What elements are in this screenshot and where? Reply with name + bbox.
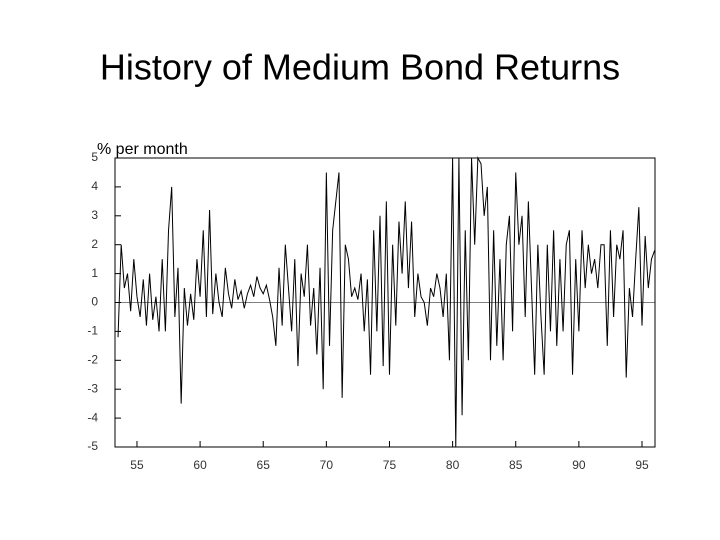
y-tick-label: -3 <box>87 381 98 395</box>
y-tick-label: 0 <box>91 295 98 309</box>
return-line <box>117 156 656 448</box>
x-tick-label: 80 <box>446 458 460 472</box>
y-axis-unit: % per month <box>97 141 188 158</box>
y-tick-label: 4 <box>91 179 98 193</box>
x-tick-label: 70 <box>320 458 334 472</box>
x-tick-label: 75 <box>383 458 397 472</box>
y-tick-label: -5 <box>87 439 98 453</box>
y-tick-label: -4 <box>87 410 98 424</box>
y-tick-label: 3 <box>91 208 98 222</box>
x-tick-label: 90 <box>572 458 586 472</box>
y-tick-label: -1 <box>87 324 98 338</box>
y-tick-label: 1 <box>91 266 98 280</box>
x-tick-label: 85 <box>509 458 523 472</box>
x-tick-label: 55 <box>130 458 144 472</box>
y-tick-label: 5 <box>91 150 98 164</box>
slide-title: History of Medium Bond Returns <box>100 47 620 88</box>
y-tick-label: -2 <box>87 352 98 366</box>
x-tick-label: 95 <box>635 458 649 472</box>
y-tick-label: 2 <box>91 237 98 251</box>
x-tick-label: 60 <box>193 458 207 472</box>
x-tick-label: 65 <box>257 458 271 472</box>
